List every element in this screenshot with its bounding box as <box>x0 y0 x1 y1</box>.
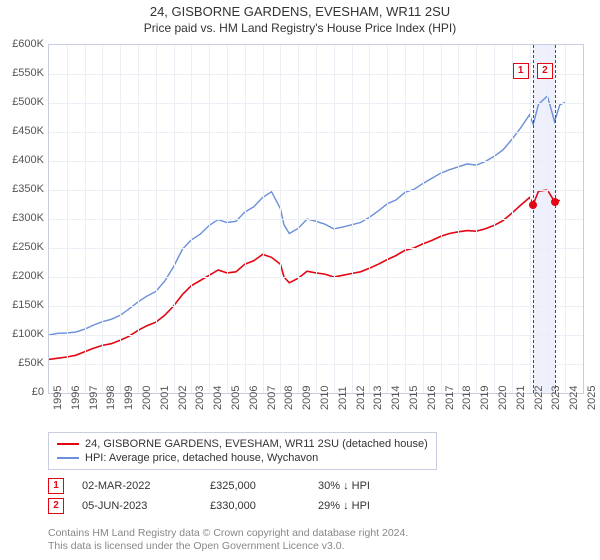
footer-line-2: This data is licensed under the Open Gov… <box>48 540 408 554</box>
sale-date: 02-MAR-2022 <box>82 480 192 492</box>
series-property <box>49 190 560 359</box>
y-tick-label: £500K <box>4 96 44 108</box>
x-tick-label: 2010 <box>319 386 331 410</box>
legend-label-property: 24, GISBORNE GARDENS, EVESHAM, WR11 2SU … <box>85 438 428 450</box>
sale-marker-dot <box>529 201 537 209</box>
y-tick-label: £450K <box>4 125 44 137</box>
y-tick-label: £600K <box>4 38 44 50</box>
x-tick-label: 1995 <box>52 386 64 410</box>
x-tick-label: 2008 <box>283 386 295 410</box>
sale-price: £330,000 <box>210 500 300 512</box>
y-tick-label: £100K <box>4 328 44 340</box>
sale-marker-dot <box>551 198 559 206</box>
x-tick-label: 1996 <box>70 386 82 410</box>
x-tick-label: 2016 <box>426 386 438 410</box>
x-tick-label: 2007 <box>266 386 278 410</box>
chart-title: 24, GISBORNE GARDENS, EVESHAM, WR11 2SU <box>0 0 600 19</box>
x-tick-label: 2004 <box>212 386 224 410</box>
sale-delta: 30% ↓ HPI <box>318 480 370 492</box>
sale-row: 2 05-JUN-2023 £330,000 29% ↓ HPI <box>48 496 370 516</box>
x-tick-label: 1998 <box>105 386 117 410</box>
sale-price: £325,000 <box>210 480 300 492</box>
x-tick-label: 2003 <box>194 386 206 410</box>
x-tick-label: 2006 <box>248 386 260 410</box>
legend-swatch-hpi <box>57 457 79 459</box>
legend: 24, GISBORNE GARDENS, EVESHAM, WR11 2SU … <box>48 432 437 470</box>
legend-item-hpi: HPI: Average price, detached house, Wych… <box>57 451 428 465</box>
sales-table: 1 02-MAR-2022 £325,000 30% ↓ HPI 2 05-JUN-202… <box>48 476 370 516</box>
x-tick-label: 2012 <box>355 386 367 410</box>
x-tick-label: 2024 <box>568 386 580 410</box>
x-tick-label: 2025 <box>586 386 598 410</box>
marker-box-1: 1 <box>513 63 529 79</box>
x-tick-label: 2018 <box>461 386 473 410</box>
footer-line-1: Contains HM Land Registry data © Crown c… <box>48 527 408 541</box>
sale-date: 05-JUN-2023 <box>82 500 192 512</box>
chart-plot-area: 12 <box>48 44 584 394</box>
y-tick-label: £200K <box>4 270 44 282</box>
sale-row: 1 02-MAR-2022 £325,000 30% ↓ HPI <box>48 476 370 496</box>
x-tick-label: 2023 <box>550 386 562 410</box>
legend-label-hpi: HPI: Average price, detached house, Wych… <box>85 452 318 464</box>
x-tick-label: 2001 <box>159 386 171 410</box>
x-tick-label: 2022 <box>533 386 545 410</box>
x-tick-label: 2021 <box>515 386 527 410</box>
sale-marker-1: 1 <box>48 478 64 494</box>
x-tick-label: 2011 <box>337 386 349 410</box>
x-tick-label: 2020 <box>497 386 509 410</box>
y-tick-label: £300K <box>4 212 44 224</box>
x-tick-label: 2000 <box>141 386 153 410</box>
y-tick-label: £150K <box>4 299 44 311</box>
x-tick-label: 2015 <box>408 386 420 410</box>
y-tick-label: £250K <box>4 241 44 253</box>
sale-marker-2: 2 <box>48 498 64 514</box>
y-tick-label: £0 <box>4 386 44 398</box>
x-tick-label: 2019 <box>479 386 491 410</box>
x-tick-label: 1997 <box>88 386 100 410</box>
attribution-footer: Contains HM Land Registry data © Crown c… <box>48 527 408 554</box>
chart-subtitle: Price paid vs. HM Land Registry's House … <box>0 19 600 37</box>
legend-item-property: 24, GISBORNE GARDENS, EVESHAM, WR11 2SU … <box>57 437 428 451</box>
legend-swatch-property <box>57 443 79 445</box>
y-tick-label: £550K <box>4 67 44 79</box>
marker-box-2: 2 <box>537 63 553 79</box>
x-tick-label: 2002 <box>177 386 189 410</box>
x-tick-label: 2013 <box>372 386 384 410</box>
y-tick-label: £350K <box>4 183 44 195</box>
x-tick-label: 2005 <box>230 386 242 410</box>
x-tick-label: 2017 <box>444 386 456 410</box>
x-tick-label: 2009 <box>301 386 313 410</box>
y-tick-label: £50K <box>4 357 44 369</box>
x-tick-label: 2014 <box>390 386 402 410</box>
y-tick-label: £400K <box>4 154 44 166</box>
x-tick-label: 1999 <box>123 386 135 410</box>
highlight-edge <box>533 45 534 393</box>
highlight-edge <box>555 45 556 393</box>
sale-delta: 29% ↓ HPI <box>318 500 370 512</box>
